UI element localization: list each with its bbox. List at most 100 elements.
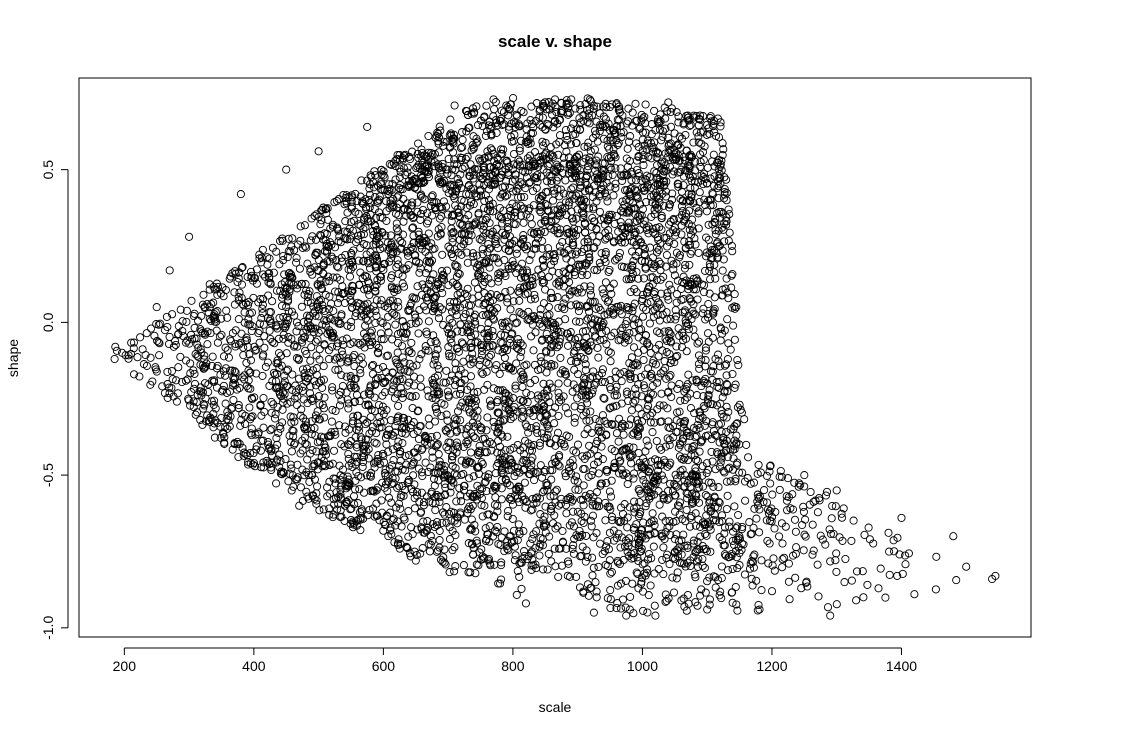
data-point (646, 348, 655, 357)
data-point (599, 335, 608, 344)
data-point (556, 353, 565, 362)
data-point (587, 522, 596, 531)
data-point (287, 447, 296, 456)
data-point (478, 347, 487, 356)
data-point (720, 523, 730, 532)
data-point (270, 339, 279, 348)
data-point (667, 195, 677, 204)
data-point (663, 523, 672, 532)
data-point (741, 496, 750, 505)
data-point (487, 350, 496, 359)
data-point (396, 504, 405, 513)
data-point (572, 138, 581, 148)
data-point (504, 506, 513, 516)
data-point (881, 593, 890, 602)
data-point (740, 570, 749, 579)
data-point (808, 520, 817, 529)
data-point (665, 203, 674, 212)
data-point (477, 368, 486, 377)
data-point (237, 280, 247, 289)
data-point (653, 161, 662, 170)
data-point (581, 228, 590, 237)
data-point (443, 266, 452, 275)
data-point (466, 372, 476, 381)
data-point (512, 590, 521, 599)
data-point (203, 340, 212, 349)
data-point (602, 326, 611, 335)
data-points-layer (110, 93, 1000, 620)
data-point (450, 160, 459, 169)
data-point (426, 463, 435, 472)
data-point (616, 579, 626, 588)
data-point (775, 485, 784, 494)
data-point (344, 265, 353, 274)
data-point (792, 543, 801, 552)
data-point (827, 514, 836, 523)
data-point (681, 260, 690, 269)
data-point (600, 547, 609, 556)
data-point (469, 550, 478, 559)
data-point (423, 517, 432, 526)
data-point (627, 415, 636, 424)
data-point (732, 431, 741, 440)
data-point (733, 355, 742, 365)
data-point (592, 528, 601, 538)
data-point (670, 223, 679, 232)
data-point (658, 555, 667, 564)
data-point (731, 582, 740, 592)
data-point (245, 350, 254, 359)
data-point (715, 498, 724, 507)
data-point (592, 224, 601, 233)
data-point (567, 185, 576, 194)
data-point (456, 143, 465, 153)
data-point (370, 438, 379, 447)
data-point (398, 353, 407, 362)
data-point (451, 562, 460, 571)
data-point (650, 418, 659, 427)
data-point (425, 421, 434, 430)
data-point (590, 145, 599, 154)
data-point (593, 343, 602, 352)
data-point (129, 338, 138, 347)
data-point (696, 111, 705, 120)
data-point (589, 563, 598, 572)
data-point (544, 549, 553, 558)
data-point (685, 522, 695, 531)
data-point (847, 536, 856, 545)
data-point (619, 430, 628, 439)
data-point (776, 466, 785, 476)
data-point (351, 485, 360, 494)
data-point (698, 561, 707, 570)
data-point (384, 312, 393, 321)
data-point (639, 154, 648, 164)
data-point (126, 349, 135, 358)
data-point (523, 398, 532, 407)
data-point (345, 272, 355, 281)
data-point (416, 508, 425, 518)
data-point (456, 288, 465, 297)
data-point (483, 380, 492, 389)
data-point (232, 385, 242, 394)
data-point (581, 557, 590, 566)
data-point (646, 411, 655, 420)
data-point (650, 569, 659, 578)
data-point (489, 417, 498, 426)
data-point (230, 439, 239, 449)
data-point (893, 533, 902, 542)
data-point (349, 412, 358, 421)
data-point (428, 453, 437, 462)
data-point (662, 336, 671, 345)
data-point (477, 351, 486, 360)
data-point (884, 528, 893, 537)
data-point (631, 99, 640, 108)
data-point (498, 219, 507, 228)
data-point (648, 373, 657, 382)
data-point (823, 603, 833, 612)
data-point (572, 531, 581, 540)
data-point (464, 220, 473, 230)
data-point (484, 258, 493, 267)
data-point (681, 130, 690, 140)
data-point (463, 258, 472, 267)
data-point (639, 345, 648, 354)
data-point (233, 277, 242, 287)
